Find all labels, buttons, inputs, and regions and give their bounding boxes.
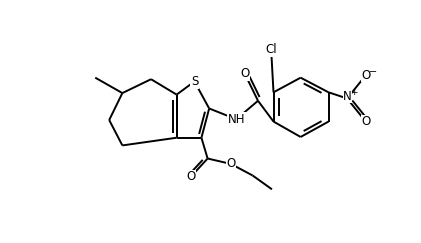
Text: O: O [361, 115, 370, 128]
Text: S: S [191, 75, 198, 88]
Text: −: − [369, 67, 377, 77]
Text: O: O [361, 69, 370, 82]
Text: +: + [351, 88, 358, 97]
Text: O: O [226, 157, 235, 170]
Text: Cl: Cl [265, 43, 277, 56]
Text: O: O [186, 171, 195, 183]
Text: N: N [343, 90, 352, 103]
Text: NH: NH [227, 113, 245, 126]
Text: O: O [240, 67, 250, 80]
